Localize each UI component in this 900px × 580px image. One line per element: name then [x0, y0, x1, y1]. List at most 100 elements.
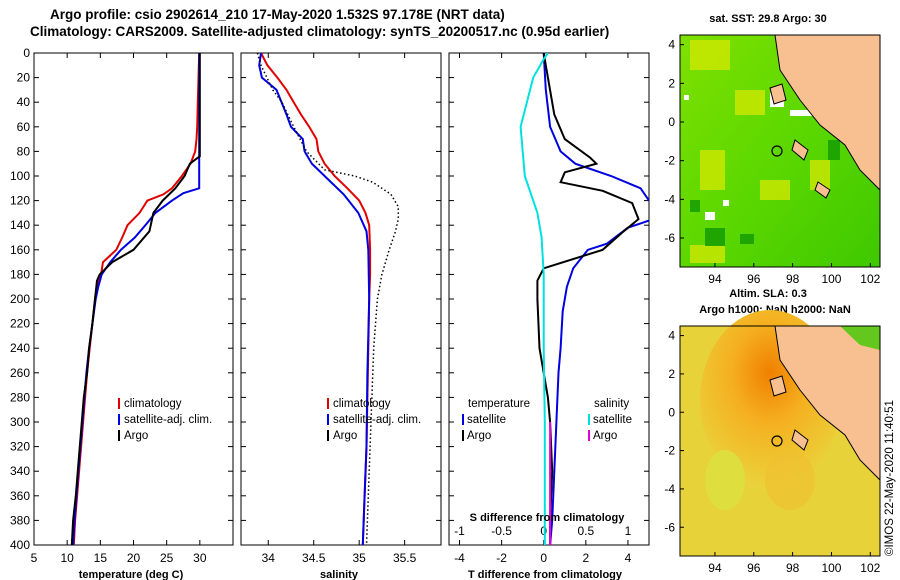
map-y-tick-label: 4: [668, 38, 675, 52]
y-tick-label: 200: [10, 292, 30, 306]
s-tick-label: 1: [625, 524, 632, 538]
sst-map-frame: [679, 34, 881, 268]
map-x-tick-label: 98: [786, 272, 800, 286]
x-tick-label: 4: [625, 551, 632, 565]
figure-title-line2: Climatology: CARS2009. Satellite-adjuste…: [30, 24, 610, 39]
s-tick-label: -0.5: [491, 524, 512, 538]
difference-legend: temperature satellite Argo salinity sate…: [462, 398, 632, 442]
map-x-tick-label: 96: [747, 272, 761, 286]
x-tick-label: 0: [540, 551, 547, 565]
sla-map-title: Altim. SLA: 0.3: [729, 288, 807, 300]
legend-climatology: climatology: [124, 398, 182, 410]
legend-t-argo: Argo: [467, 430, 491, 442]
legend-temperature-head: temperature: [468, 398, 530, 410]
legend-mark-satellite: [118, 414, 120, 425]
temperature-panel: 0 20 40 60 80 100 120 140 160 180 200 220 240 260 280 3…: [10, 46, 234, 565]
y-tick-label: 180: [10, 267, 30, 281]
map-y-tick-label: 2: [668, 367, 675, 381]
credit-text: ©IMOS 22-May-2020 11:40:51: [884, 400, 896, 556]
y-tick-label: 140: [10, 218, 30, 232]
y-tick-label: 320: [10, 440, 30, 454]
legend-mark-climatology: [118, 398, 120, 409]
legend-mark-satellite: [327, 414, 329, 425]
y-tick-label: 120: [10, 194, 30, 208]
map-y-tick-label: 0: [668, 115, 675, 129]
figure-title-line1: Argo profile: csio 2902614_210 17-May-20…: [50, 7, 505, 22]
sst-patches: [690, 40, 830, 263]
y-tick-label: 80: [17, 144, 31, 158]
sla-low-region: [705, 450, 745, 510]
map-x-tick-label: 102: [860, 561, 880, 575]
x-tick-label: 35: [353, 551, 367, 565]
y-tick-label: 240: [10, 341, 30, 355]
temperature-legend: climatology satellite-adj. clim. Argo: [118, 398, 212, 442]
map-y-tick-label: 0: [668, 405, 675, 419]
legend-mark-t-argo: [462, 430, 464, 441]
salinity-xlabel: salinity: [320, 569, 359, 580]
x-tick-label: 15: [94, 551, 108, 565]
y-tick-label: 360: [10, 489, 30, 503]
y-tick-label: 280: [10, 390, 30, 404]
legend-s-argo: Argo: [593, 430, 617, 442]
map-x-tick-label: 94: [708, 272, 722, 286]
legend-mark-s-argo: [588, 430, 590, 441]
sla-map: 94 96 98 100 102 4 2 0 -2 -4 -6: [664, 310, 881, 575]
y-tick-label: 380: [10, 513, 30, 527]
y-tick-label: 400: [10, 538, 30, 552]
y-tick-label: 100: [10, 169, 30, 183]
legend-satellite: satellite-adj. clim.: [333, 414, 421, 426]
y-tick-label: 300: [10, 415, 30, 429]
x-tick-label: 20: [127, 551, 141, 565]
difference-panel: -4 -2 0 2 4-1 -0.5 0 0.5 1: [448, 52, 650, 565]
legend-mark-argo: [118, 430, 120, 441]
simeulue-island: [769, 83, 787, 105]
x-tick-label: 10: [60, 551, 74, 565]
y-tick-label: 40: [17, 95, 31, 109]
legend-mark-climatology: [327, 398, 329, 409]
x-tick-label: 30: [193, 551, 207, 565]
map-x-tick-label: 102: [860, 272, 880, 286]
sla-map-ticks: 94 96 98 100 102 4 2 0 -2 -4 -6: [664, 329, 880, 575]
simeulue-island: [769, 375, 787, 397]
y-tick-label: 0: [23, 46, 30, 60]
x-tick-label: -4: [454, 551, 465, 565]
legend-salinity-head: salinity: [594, 398, 629, 410]
y-tick-label: 220: [10, 317, 30, 331]
legend-satellite: satellite-adj. clim.: [124, 414, 212, 426]
nias-island: [791, 429, 809, 451]
x-tick-label: 35.5: [393, 551, 417, 565]
map-y-tick-label: 4: [668, 329, 675, 343]
y-tick-label: 160: [10, 243, 30, 257]
x-tick-label: 2: [582, 551, 589, 565]
map-y-tick-label: -2: [664, 444, 675, 458]
map-x-tick-label: 100: [821, 561, 841, 575]
x-tick-label: -2: [496, 551, 507, 565]
s-tick-label: -1: [454, 524, 465, 538]
salinity-legend: climatology satellite-adj. clim. Argo: [327, 398, 421, 442]
plot-frame: [240, 52, 442, 546]
plot-frame: [33, 52, 234, 546]
map-y-tick-label: 2: [668, 76, 675, 90]
legend-mark-argo: [327, 430, 329, 441]
x-tick-label: 25: [160, 551, 174, 565]
y-tick-label: 20: [17, 71, 31, 85]
x-tick-label: 34: [262, 551, 276, 565]
legend-mark-t-satellite: [462, 414, 464, 425]
map-y-tick-label: -4: [664, 192, 675, 206]
series-line-salinity-satellite: [519, 53, 549, 545]
map-x-tick-label: 100: [821, 272, 841, 286]
legend-climatology: climatology: [333, 398, 391, 410]
y-tick-label: 260: [10, 366, 30, 380]
argo-location-marker: [771, 435, 783, 447]
map-x-tick-label: 94: [708, 561, 722, 575]
legend-argo: Argo: [333, 430, 357, 442]
legend-argo: Argo: [124, 430, 148, 442]
map-x-tick-label: 98: [786, 561, 800, 575]
argo-location-marker: [771, 145, 783, 157]
legend-mark-s-satellite: [588, 414, 590, 425]
sla-map-subtitle: Argo h1000: NaN h2000: NaN: [699, 304, 851, 316]
s-tick-label: 0.5: [577, 524, 594, 538]
sst-map-title: sat. SST: 29.8 Argo: 30: [709, 13, 827, 25]
y-tick-label: 340: [10, 464, 30, 478]
